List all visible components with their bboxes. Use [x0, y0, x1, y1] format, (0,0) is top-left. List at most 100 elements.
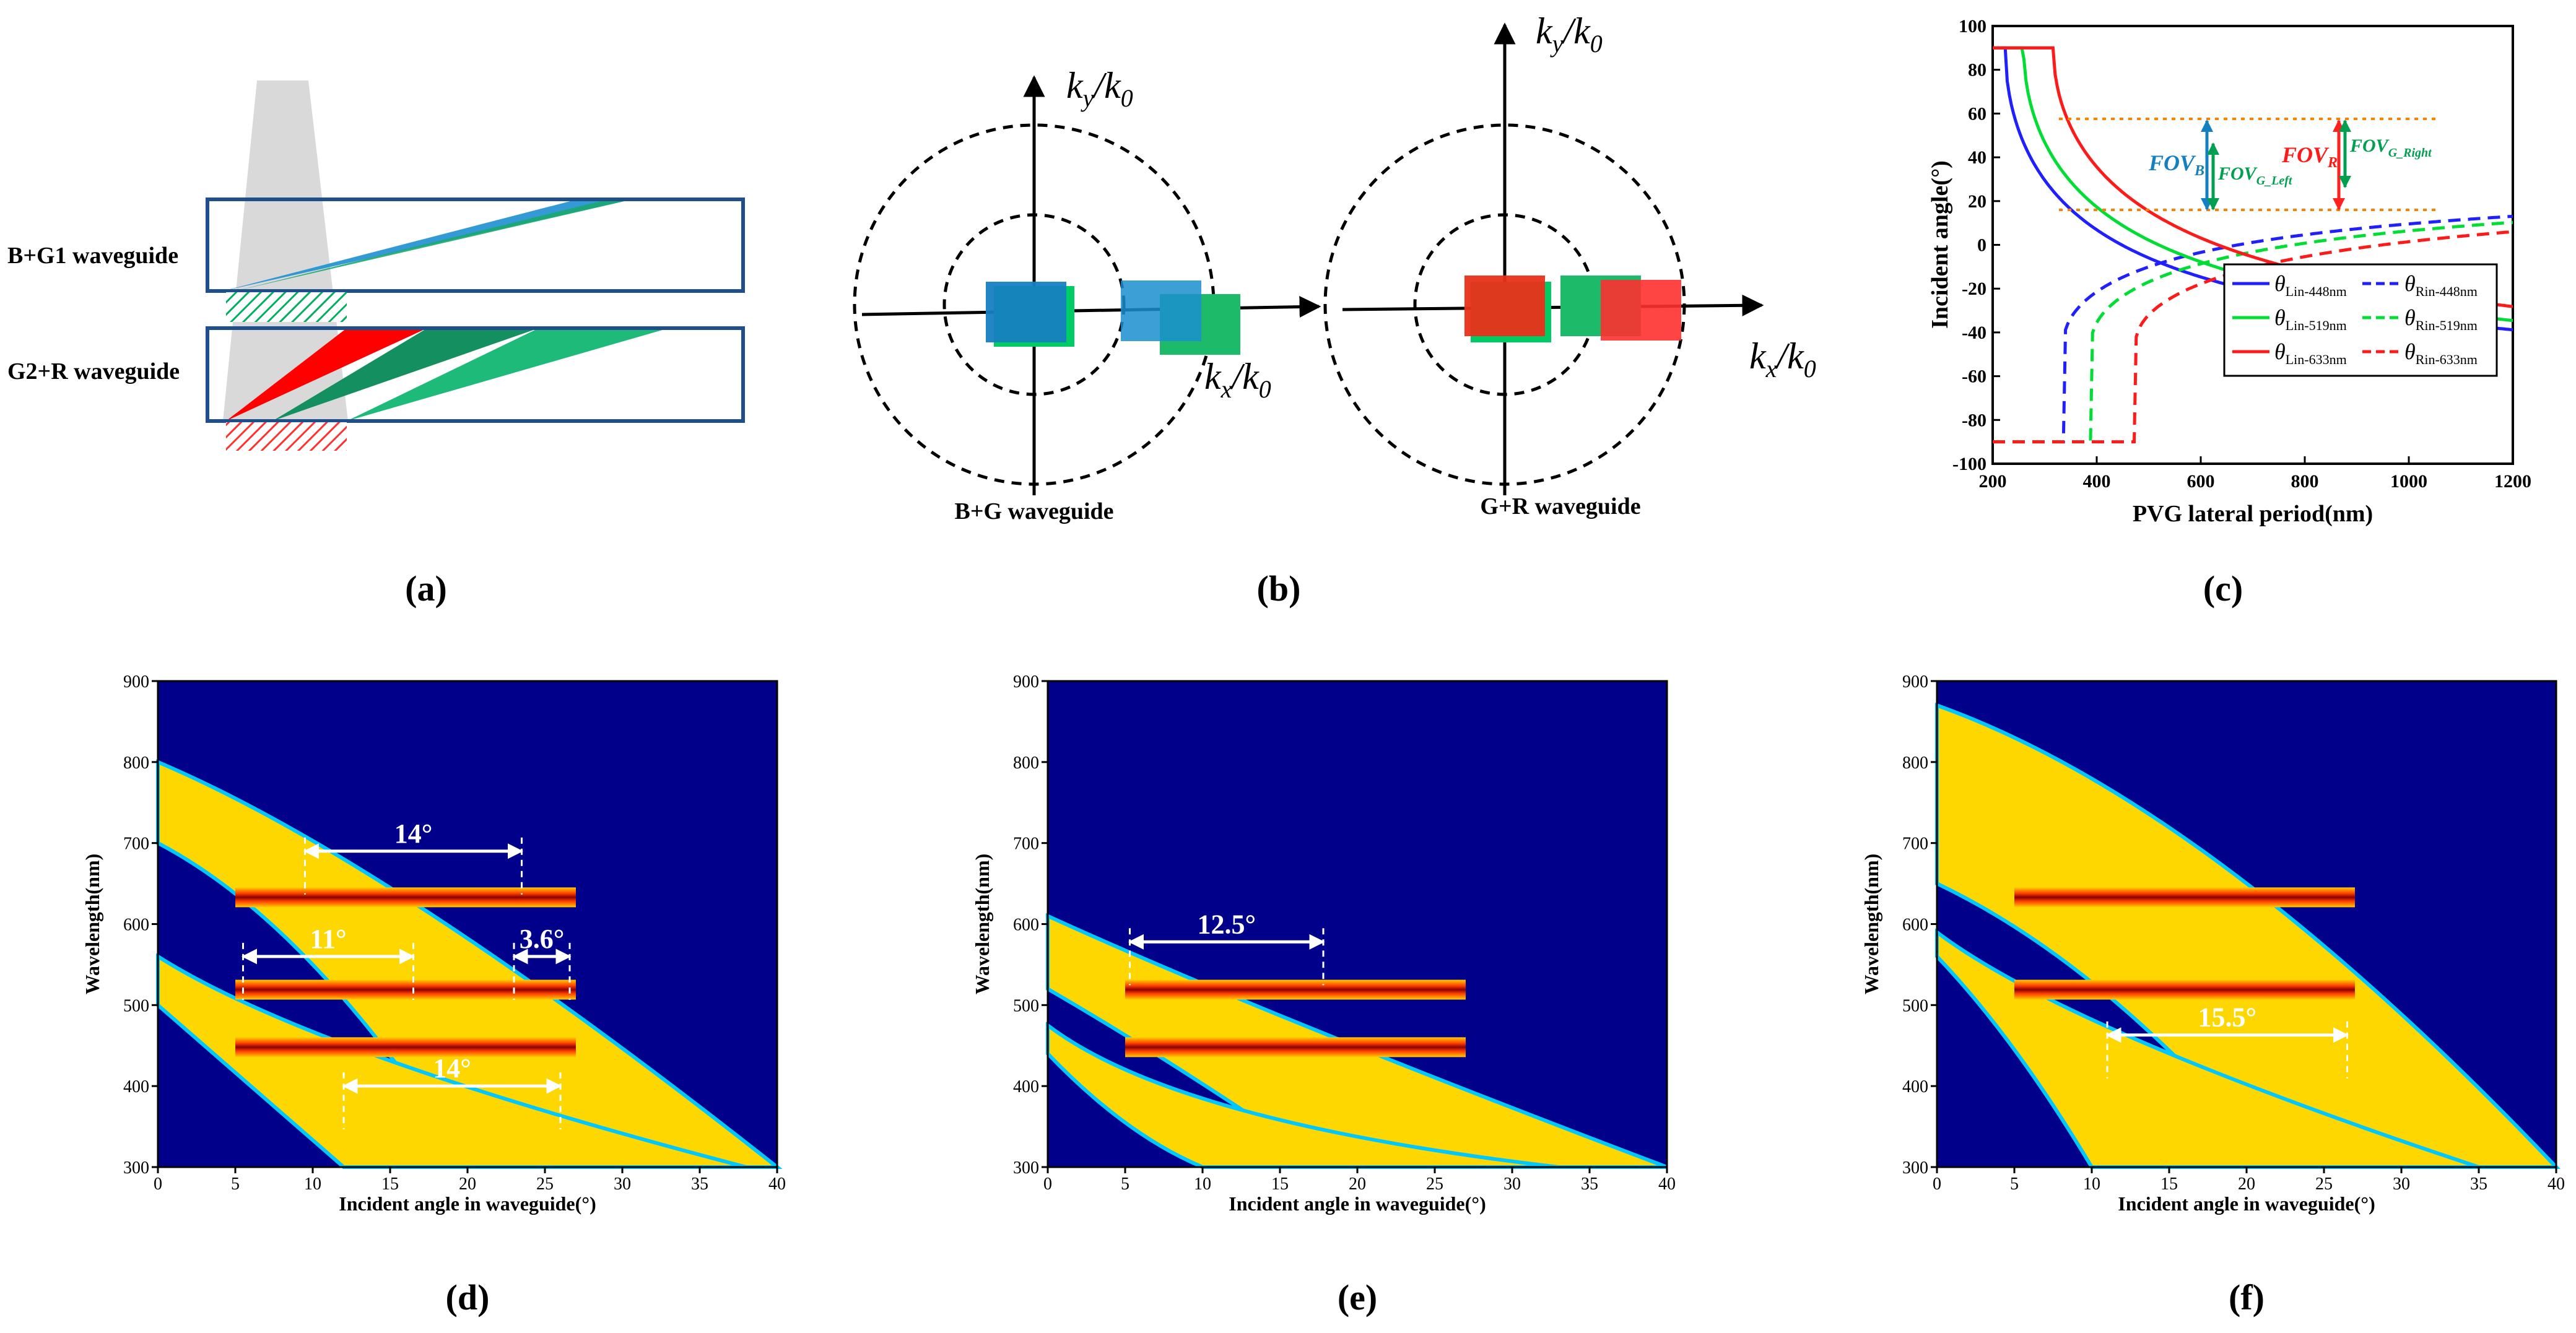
d-xtick-label: 0: [154, 1175, 162, 1194]
e-yellow-band: [1046, 1021, 1559, 1169]
f-ylabel: Wavelength(nm): [1860, 854, 1882, 995]
c-ytick-label: -20: [1962, 279, 1986, 299]
c-ytick-label: 0: [1977, 235, 1986, 256]
wg2-label: G2+R waveguide: [7, 358, 180, 384]
panel-e-label: (e): [1338, 1277, 1377, 1318]
f-xtick-label: 5: [2010, 1175, 2019, 1194]
c-ytick-label: 20: [1968, 191, 1986, 212]
red-field-right-shift: [1601, 280, 1681, 341]
f-xtick-label: 40: [2548, 1175, 2565, 1194]
legend-entry: θRin-448nm: [2404, 271, 2478, 299]
e-xtick-label: 20: [1349, 1175, 1366, 1194]
f-xlabel: Incident angle in waveguide(°): [2118, 1192, 2375, 1215]
c-ytick-label: 60: [1968, 103, 1986, 124]
kx-over-k0-right: kx/k0: [1749, 336, 1816, 383]
f-ytick-label: 500: [1902, 996, 1928, 1015]
d-xtick-label: 10: [304, 1175, 321, 1194]
panel-c-label: (c): [2203, 568, 2243, 609]
f-yellow-band: [1935, 702, 2561, 1169]
e-wavelength-bar-519: [1125, 979, 1466, 1000]
e-xtick-label: 0: [1043, 1175, 1052, 1194]
legend-box: [2223, 263, 2498, 377]
d-xlabel: Incident angle in waveguide(°): [339, 1192, 596, 1215]
d-ytick-label: 300: [123, 1158, 149, 1178]
e-wavelength-bar-448: [1125, 1037, 1466, 1057]
b-g1-waveguide-box: [206, 198, 745, 293]
f-xtick-label: 0: [1933, 1175, 1941, 1194]
c-ytick-label: 80: [1968, 60, 1986, 80]
e-ytick-label: 500: [1013, 996, 1039, 1015]
d-xtick-label: 5: [231, 1175, 240, 1194]
ky-over-k0-left: ky/k0: [1066, 65, 1133, 112]
b-g-waveguide-caption: B+G waveguide: [954, 498, 1113, 524]
f-ytick-label: 800: [1902, 753, 1928, 773]
green-ray-fan-1: [235, 198, 638, 291]
c-ytick-label: -40: [1962, 323, 1986, 343]
green-ray-fan-2: [272, 328, 539, 421]
kx-axis-right: [1342, 294, 1764, 316]
kx-over-k0-left: kx/k0: [1204, 356, 1271, 403]
fov-g-right-text: FOVG_Right: [2349, 136, 2432, 160]
f-ytick-label: 300: [1902, 1158, 1928, 1178]
c-xlabel: PVG lateral period(nm): [2133, 501, 2373, 527]
d-xtick-label: 30: [614, 1175, 631, 1194]
curve-θRin-448nm: [1993, 214, 2513, 444]
c-ytick-label: 100: [1959, 16, 1986, 37]
e-xtick-label: 5: [1121, 1175, 1129, 1194]
axes-c: 200 400 600 800 1000 1200 -100 -80 -60 -40 -20 0 20 4…: [1952, 16, 2531, 492]
e-ytick-label: 600: [1013, 916, 1039, 935]
panel-a-waveguide-schematic: B+G1 waveguide G2+R waveguide (a): [7, 80, 745, 609]
e-xtick-label: 40: [1658, 1175, 1676, 1194]
fov-annotations: FOVB FOVG_Left FOVR FOVG_Right: [2059, 118, 2437, 211]
d-xtick-label: 25: [536, 1175, 554, 1194]
c-xtick-label: 400: [2083, 471, 2111, 492]
e-xtick-label: 15: [1271, 1175, 1289, 1194]
e-ytick-label: 900: [1013, 672, 1039, 692]
e-annotation-label: 12.5°: [1197, 909, 1256, 939]
b-g1-grating: [226, 292, 347, 322]
c-xtick-label: 1000: [2390, 471, 2427, 492]
blue-field-left-shift: [1121, 280, 1201, 341]
c-xtick-label: 1200: [2494, 471, 2531, 492]
d-ytick-label: 800: [123, 753, 149, 773]
g-r-waveguide-caption: G+R waveguide: [1480, 493, 1640, 519]
panel-d-heatmap: 14° 11° 3.6° 14° 0 5 10 15 20 25 30 35 40 300 400 500 60…: [81, 672, 786, 1318]
g2-r-waveguide-box: [206, 326, 745, 423]
red-ray-fan: [226, 328, 427, 421]
f-xtick-label: 15: [2160, 1175, 2178, 1194]
legend-c: θLin-448nm θRin-448nm θLin-519nm θRin-519nm…: [2223, 263, 2498, 377]
fov-r-text: FOVR: [2281, 142, 2338, 171]
e-xtick-label: 10: [1194, 1175, 1211, 1194]
d-annotation-label: 3.6°: [520, 924, 565, 954]
e-xlabel: Incident angle in waveguide(°): [1229, 1192, 1486, 1215]
f-ytick-label: 700: [1902, 835, 1928, 854]
legend-entry: θRin-519nm: [2404, 305, 2478, 333]
legend-entry: θLin-633nm: [2274, 339, 2347, 367]
d-xtick-label: 40: [768, 1175, 786, 1194]
green-ray-fan-3: [347, 328, 669, 421]
input-light-cone: [223, 80, 348, 421]
kx-axis-left: [861, 296, 1321, 318]
panel-b-label: (b): [1257, 568, 1301, 609]
panel-d-label: (d): [446, 1277, 490, 1318]
d-annotation-label: 14°: [394, 818, 433, 849]
c-ytick-label: -100: [1952, 454, 1986, 474]
d-yellow-band: [156, 759, 783, 1169]
red-field-right-center: [1464, 276, 1545, 336]
d-wavelength-bar-448: [235, 1037, 576, 1057]
ky-over-k0-right: ky/k0: [1536, 11, 1603, 58]
f-xtick-label: 10: [2083, 1175, 2100, 1194]
c-xtick-label: 800: [2291, 471, 2319, 492]
panel-b-k-space: ky/k0 kx/k0 B+G waveguide ky/k0 kx/k0 G+…: [853, 11, 1816, 609]
d-xtick-label: 20: [459, 1175, 476, 1194]
f-annotation-label: 15.5°: [2198, 1002, 2256, 1033]
legend-entry: θLin-448nm: [2274, 271, 2347, 299]
c-ytick-label: 40: [1968, 147, 1986, 168]
panel-e-heatmap: 12.5° 0 5 10 15 20 25 30 35 40 300 400 500 600 700 800 9…: [971, 672, 1676, 1318]
d-annotation-label: 14°: [433, 1053, 471, 1083]
e-ytick-label: 800: [1013, 753, 1039, 773]
blue-field-left-center: [986, 282, 1066, 342]
c-ytick-label: -60: [1962, 367, 1986, 387]
e-ytick-label: 400: [1013, 1077, 1039, 1096]
